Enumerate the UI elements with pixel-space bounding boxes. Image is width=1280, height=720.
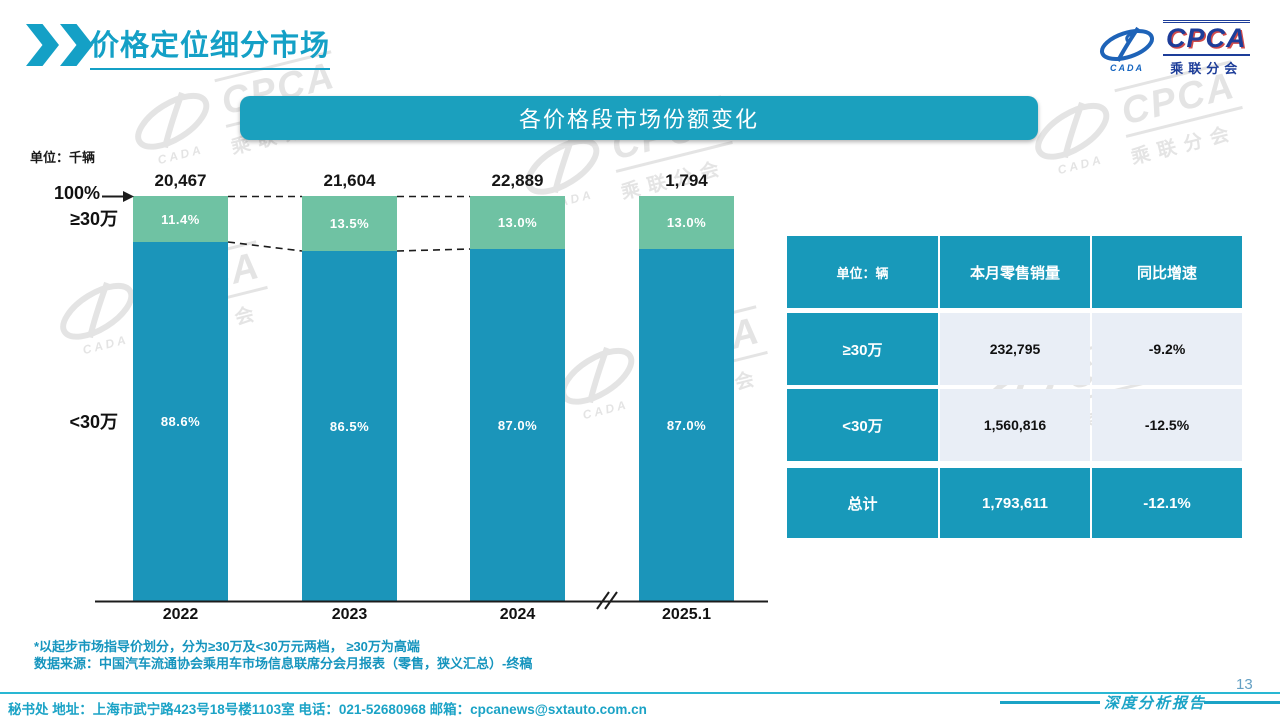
table-row-label: ≥30万 — [787, 313, 938, 385]
chart-title-banner: 各价格段市场份额变化 — [240, 96, 1038, 140]
table-growth-cell: -9.2% — [1092, 313, 1242, 385]
table-row: 总计 1,793,611 -12.1% — [787, 468, 1242, 538]
x-axis-label: 2025.1 — [662, 606, 711, 623]
series-low-label: <30万 — [69, 412, 118, 432]
logo-subtitle: 乘联分会 — [1170, 61, 1243, 76]
logo-text-block: CPCA 乘联分会 — [1163, 20, 1250, 77]
cada-swoosh-icon: CADA — [1098, 25, 1156, 73]
footnote-line: *以起步市场指导价划分，分为≥30万及<30万元两档， ≥30万为高端 — [34, 639, 420, 654]
table-row-label: 总计 — [787, 468, 938, 538]
report-label: 深度分析报告 — [1104, 694, 1207, 712]
bar-total-label: 20,467 — [154, 171, 207, 190]
chevron-right-icon — [26, 24, 59, 66]
table-sales-cell: 232,795 — [940, 313, 1090, 385]
table-growth-cell: -12.5% — [1092, 389, 1242, 461]
segment-low-pct: 87.0% — [470, 249, 565, 601]
axis-100-label: 100% — [53, 183, 100, 203]
bar-total-label: 22,889 — [491, 171, 544, 190]
footnote-line: 数据来源：中国汽车流通协会乘用车市场信息联席分会月报表（零售，狭义汇总）-终稿 — [34, 656, 533, 671]
stacked-bar-2023: 13.5% 86.5% — [302, 196, 397, 601]
report-label-left-line — [1000, 701, 1100, 704]
table-sales-cell: 1,793,611 — [940, 468, 1090, 538]
stacked-bar-2022: 11.4% 88.6% — [133, 196, 228, 601]
summary-table: 单位：辆 本月零售销量 同比增速 ≥30万 232,795 -9.2% <30万 1,560,… — [787, 236, 1242, 538]
table-header-cell: 单位：辆 — [787, 236, 938, 308]
table-header-cell: 本月零售销量 — [940, 236, 1090, 308]
logo-cpca-text: CPCA — [1163, 20, 1250, 56]
x-axis-label: 2022 — [162, 606, 199, 623]
segment-low-pct: 87.0% — [639, 249, 734, 601]
table-row: ≥30万 232,795 -9.2% — [787, 313, 1242, 385]
x-axis-label: 2023 — [331, 606, 368, 623]
cpca-logo: CADA CPCA 乘联分会 — [1098, 20, 1250, 77]
logo-cada-text: CADA — [1110, 62, 1144, 73]
table-growth-cell: -12.1% — [1092, 468, 1242, 538]
report-label-right-line — [1204, 701, 1280, 704]
table-header-cell: 同比增速 — [1092, 236, 1242, 308]
table-sales-cell: 1,560,816 — [940, 389, 1090, 461]
segment-high-pct: 11.4% — [133, 196, 228, 242]
footnotes: *以起步市场指导价划分，分为≥30万及<30万元两档， ≥30万为高端 数据来源… — [34, 638, 532, 672]
chart-unit-label: 单位：千辆 — [30, 150, 96, 165]
chevron-right-icon — [60, 24, 93, 66]
table-header-row: 单位：辆 本月零售销量 同比增速 — [787, 236, 1242, 308]
table-row: <30万 1,560,816 -12.5% — [787, 389, 1242, 461]
segment-high-pct: 13.0% — [639, 196, 734, 249]
footer-divider — [0, 692, 1280, 694]
segment-high-pct: 13.5% — [302, 196, 397, 251]
page-number: 13 — [1236, 676, 1253, 693]
series-high-label: ≥30万 — [70, 209, 118, 229]
stacked-bar-2025.1: 13.0% 87.0% — [639, 196, 734, 601]
segment-low-pct: 88.6% — [133, 242, 228, 601]
title-chevron-icon — [26, 24, 93, 66]
segment-low-pct: 86.5% — [302, 251, 397, 601]
table-row-label: <30万 — [787, 389, 938, 461]
x-axis-label: 2024 — [499, 606, 536, 623]
stacked-bar-2024: 13.0% 87.0% — [470, 196, 565, 601]
bar-total-label: 1,794 — [665, 171, 708, 190]
footer-contact: 秘书处 地址：上海市武宁路423号18号楼1103室 电话：021-526809… — [8, 702, 647, 717]
segment-high-pct: 13.0% — [470, 196, 565, 249]
bar-total-label: 21,604 — [323, 171, 376, 190]
page-title: 价格定位细分市场 — [90, 22, 331, 70]
